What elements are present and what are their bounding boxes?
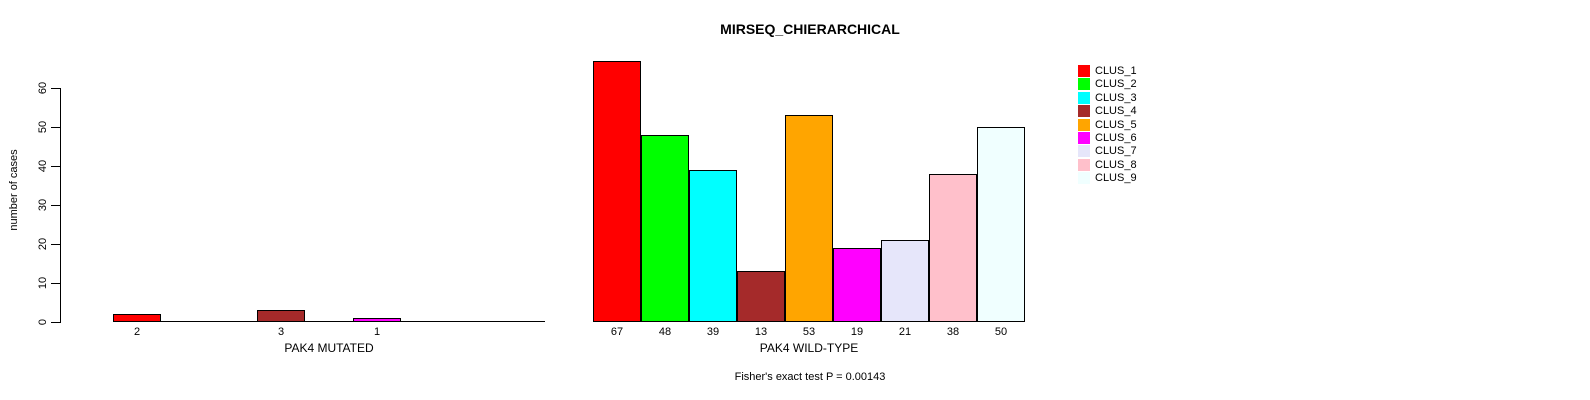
legend-label-clus-9: CLUS_9 [1095, 171, 1137, 184]
bar-clus-1-left [113, 314, 161, 322]
bar-clus-4-right [737, 271, 785, 322]
bar-clus-6-right [833, 248, 881, 322]
y-tick-mark-20 [51, 244, 60, 245]
legend-swatch-clus-6 [1078, 131, 1090, 144]
y-tick-mark-60 [51, 88, 60, 89]
chart-title: MIRSEQ_CHIERARCHICAL [720, 21, 900, 37]
y-tick-label-20: 20 [37, 237, 49, 251]
x-axis-label-pak4-wild-type: PAK4 WILD-TYPE [759, 341, 859, 355]
bar-clus-2-right [641, 135, 689, 322]
legend-label-clus-4: CLUS_4 [1095, 104, 1137, 117]
zero-bar-clus-7-left [401, 321, 449, 322]
y-tick-label-50: 50 [37, 120, 49, 134]
y-tick-label-40: 40 [37, 159, 49, 173]
y-tick-label-0: 0 [37, 318, 49, 326]
legend-row-clus-8: CLUS_8 [1078, 158, 1137, 171]
y-tick-label-30: 30 [37, 198, 49, 212]
y-tick-mark-30 [51, 205, 60, 206]
zero-bar-clus-9-left [497, 321, 545, 322]
legend-label-clus-6: CLUS_6 [1095, 131, 1137, 144]
legend-swatch-clus-4 [1078, 104, 1090, 117]
y-tick-label-10: 10 [37, 276, 49, 290]
y-tick-mark-40 [51, 166, 60, 167]
bar-value-label-clus-5-right: 53 [802, 326, 816, 338]
bar-value-label-clus-4-right: 13 [754, 326, 768, 338]
legend-label-clus-7: CLUS_7 [1095, 144, 1137, 157]
bar-value-label-clus-1-left: 2 [133, 326, 141, 338]
zero-bar-clus-8-left [449, 321, 497, 322]
legend-swatch-clus-5 [1078, 118, 1090, 131]
legend-swatch-clus-9 [1078, 171, 1090, 184]
y-tick-mark-0 [51, 322, 60, 323]
y-tick-label-60: 60 [37, 81, 49, 95]
y-tick-mark-10 [51, 283, 60, 284]
bar-clus-4-left [257, 310, 305, 322]
zero-bar-clus-5-left [305, 321, 353, 322]
legend-label-clus-5: CLUS_5 [1095, 118, 1137, 131]
bar-value-label-clus-8-right: 38 [946, 326, 960, 338]
bar-clus-8-right [929, 174, 977, 322]
legend-swatch-clus-1 [1078, 64, 1090, 77]
bar-value-label-clus-1-right: 67 [610, 326, 624, 338]
legend-row-clus-7: CLUS_7 [1078, 144, 1137, 157]
bar-value-label-clus-4-left: 3 [277, 326, 285, 338]
legend-label-clus-2: CLUS_2 [1095, 77, 1137, 90]
y-axis-line [60, 88, 61, 323]
legend-row-clus-5: CLUS_5 [1078, 118, 1137, 131]
y-tick-mark-50 [51, 127, 60, 128]
legend-row-clus-6: CLUS_6 [1078, 131, 1137, 144]
y-axis-title: number of cases [8, 149, 20, 231]
zero-bar-clus-3-left [209, 321, 257, 322]
legend-row-clus-9: CLUS_9 [1078, 171, 1137, 184]
bar-clus-7-right [881, 240, 929, 322]
bar-clus-9-right [977, 127, 1025, 322]
legend-swatch-clus-2 [1078, 77, 1090, 90]
legend-swatch-clus-7 [1078, 144, 1090, 157]
bar-clus-5-right [785, 115, 833, 322]
bar-clus-1-right [593, 61, 641, 322]
bar-value-label-clus-9-right: 50 [994, 326, 1008, 338]
bar-clus-6-left [353, 318, 401, 322]
fisher-test-annotation: Fisher's exact test P = 0.00143 [734, 371, 886, 383]
legend-swatch-clus-8 [1078, 158, 1090, 171]
legend-swatch-clus-3 [1078, 91, 1090, 104]
legend-row-clus-1: CLUS_1 [1078, 64, 1137, 77]
legend-row-clus-3: CLUS_3 [1078, 91, 1137, 104]
bar-value-label-clus-6-right: 19 [850, 326, 864, 338]
bar-clus-3-right [689, 170, 737, 322]
legend-label-clus-8: CLUS_8 [1095, 158, 1137, 171]
legend-row-clus-4: CLUS_4 [1078, 104, 1137, 117]
zero-bar-clus-2-left [161, 321, 209, 322]
bar-value-label-clus-3-right: 39 [706, 326, 720, 338]
legend-row-clus-2: CLUS_2 [1078, 77, 1137, 90]
bar-value-label-clus-7-right: 21 [898, 326, 912, 338]
legend-label-clus-3: CLUS_3 [1095, 91, 1137, 104]
x-axis-label-pak4-mutated: PAK4 MUTATED [284, 341, 374, 355]
bar-value-label-clus-6-left: 1 [373, 326, 381, 338]
legend-label-clus-1: CLUS_1 [1095, 64, 1137, 77]
bar-value-label-clus-2-right: 48 [658, 326, 672, 338]
